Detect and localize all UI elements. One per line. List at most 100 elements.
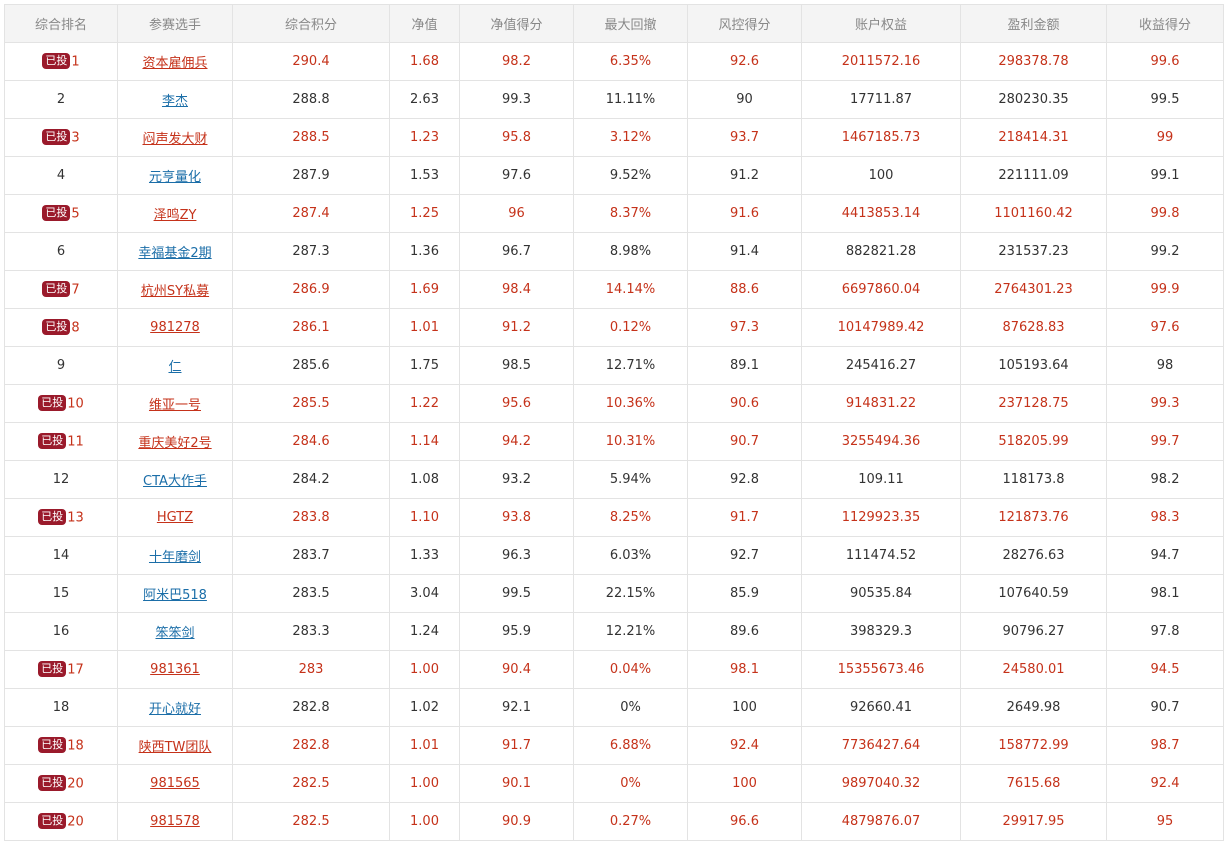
player-link[interactable]: 笨笨剑 — [155, 626, 195, 641]
header-max-drawdown[interactable]: 最大回撤 — [573, 4, 688, 43]
cell-return-score: 99.2 — [1106, 232, 1224, 271]
cell-rank: 已投 7 — [4, 270, 118, 309]
header-rank[interactable]: 综合排名 — [4, 4, 118, 43]
rank-number: 3 — [71, 130, 80, 145]
cell-player: 幸福基金2期 — [117, 232, 233, 271]
header-risk-score[interactable]: 风控得分 — [687, 4, 802, 43]
cell-total-score: 283.8 — [232, 498, 390, 537]
cell-max-drawdown: 14.14% — [573, 270, 688, 309]
cell-return-score: 98.1 — [1106, 574, 1224, 613]
player-link[interactable]: 仁 — [168, 360, 182, 375]
cell-risk-score: 91.4 — [687, 232, 802, 271]
cell-risk-score: 100 — [687, 764, 802, 803]
cell-nav: 1.22 — [389, 384, 460, 423]
player-link[interactable]: 阿米巴518 — [143, 588, 207, 603]
rank-number: 1 — [71, 54, 80, 69]
cell-risk-score: 91.7 — [687, 498, 802, 537]
player-link[interactable]: 重庆美好2号 — [138, 436, 212, 451]
cell-risk-score: 100 — [687, 688, 802, 727]
cell-max-drawdown: 12.71% — [573, 346, 688, 385]
invested-badge: 已投 — [42, 204, 71, 221]
player-link[interactable]: 泽鸣ZY — [153, 208, 197, 223]
header-nav[interactable]: 净值 — [389, 4, 460, 43]
cell-risk-score: 90.6 — [687, 384, 802, 423]
header-total-score[interactable]: 综合积分 — [232, 4, 390, 43]
cell-return-score: 99 — [1106, 118, 1224, 157]
rank-number: 20 — [67, 776, 84, 791]
cell-profit: 280230.35 — [960, 80, 1107, 119]
player-link[interactable]: 陕西TW团队 — [138, 740, 212, 755]
player-link[interactable]: 闷声发大财 — [142, 132, 208, 147]
rank-number: 17 — [67, 662, 84, 677]
cell-rank: 15 — [4, 574, 118, 613]
cell-total-score: 290.4 — [232, 42, 390, 81]
cell-return-score: 99.3 — [1106, 384, 1224, 423]
cell-nav-score: 93.8 — [459, 498, 574, 537]
cell-total-score: 283.5 — [232, 574, 390, 613]
rank-number: 20 — [67, 814, 84, 829]
cell-max-drawdown: 8.98% — [573, 232, 688, 271]
cell-profit: 118173.8 — [960, 460, 1107, 499]
cell-nav: 1.00 — [389, 802, 460, 841]
player-link[interactable]: 981361 — [150, 662, 200, 677]
cell-total-score: 285.6 — [232, 346, 390, 385]
header-profit[interactable]: 盈利金额 — [960, 4, 1107, 43]
rank-number: 12 — [52, 472, 70, 487]
player-link[interactable]: 幸福基金2期 — [138, 246, 212, 261]
cell-nav: 1.10 — [389, 498, 460, 537]
player-link[interactable]: CTA大作手 — [143, 474, 207, 489]
table-row: 16 笨笨剑 283.3 1.24 95.9 12.21% 89.6 398329.3 9079… — [4, 612, 1224, 651]
cell-equity: 914831.22 — [801, 384, 961, 423]
cell-max-drawdown: 0.12% — [573, 308, 688, 347]
cell-rank: 6 — [4, 232, 118, 271]
cell-rank: 已投 17 — [4, 650, 118, 689]
cell-risk-score: 97.3 — [687, 308, 802, 347]
cell-player: 杭州SY私募 — [117, 270, 233, 309]
cell-max-drawdown: 5.94% — [573, 460, 688, 499]
cell-risk-score: 92.8 — [687, 460, 802, 499]
cell-equity: 10147989.42 — [801, 308, 961, 347]
cell-return-score: 99.1 — [1106, 156, 1224, 195]
cell-risk-score: 89.6 — [687, 612, 802, 651]
invested-badge: 已投 — [38, 812, 67, 829]
table-row: 已投 18 陕西TW团队 282.8 1.01 91.7 6.88% 92.4 7736427.… — [4, 726, 1224, 765]
cell-profit: 87628.83 — [960, 308, 1107, 347]
header-return-score[interactable]: 收益得分 — [1106, 4, 1224, 43]
cell-nav-score: 90.1 — [459, 764, 574, 803]
player-link[interactable]: 杭州SY私募 — [140, 284, 210, 299]
cell-equity: 6697860.04 — [801, 270, 961, 309]
rank-number: 14 — [52, 548, 70, 563]
player-link[interactable]: 元亨量化 — [148, 170, 201, 185]
cell-max-drawdown: 22.15% — [573, 574, 688, 613]
player-link[interactable]: 维亚一号 — [148, 398, 201, 413]
cell-nav: 1.36 — [389, 232, 460, 271]
cell-profit: 105193.64 — [960, 346, 1107, 385]
cell-nav: 1.23 — [389, 118, 460, 157]
cell-rank: 9 — [4, 346, 118, 385]
table-row: 18 开心就好 282.8 1.02 92.1 0% 100 92660.41 2649.98 9… — [4, 688, 1224, 727]
player-link[interactable]: HGTZ — [156, 510, 194, 525]
cell-return-score: 90.7 — [1106, 688, 1224, 727]
invested-badge: 已投 — [38, 508, 67, 525]
player-link[interactable]: 资本雇佣兵 — [142, 56, 208, 71]
table-row: 已投 3 闷声发大财 288.5 1.23 95.8 3.12% 93.7 1467185.73… — [4, 118, 1224, 157]
player-link[interactable]: 李杰 — [161, 94, 188, 109]
table-row: 14 十年磨剑 283.7 1.33 96.3 6.03% 92.7 111474.52 282… — [4, 536, 1224, 575]
ranking-table: 综合排名 参赛选手 综合积分 净值 净值得分 最大回撤 风控得分 账户权益 盈利… — [4, 4, 1224, 841]
header-nav-score[interactable]: 净值得分 — [459, 4, 574, 43]
cell-player: 泽鸣ZY — [117, 194, 233, 233]
table-row: 已投 5 泽鸣ZY 287.4 1.25 96 8.37% 91.6 4413853.14 110… — [4, 194, 1224, 233]
player-link[interactable]: 十年磨剑 — [148, 550, 201, 565]
cell-player: 笨笨剑 — [117, 612, 233, 651]
player-link[interactable]: 开心就好 — [148, 702, 201, 717]
player-link[interactable]: 981278 — [150, 320, 200, 335]
cell-max-drawdown: 9.52% — [573, 156, 688, 195]
cell-total-score: 288.5 — [232, 118, 390, 157]
invested-badge: 已投 — [38, 394, 67, 411]
header-player[interactable]: 参赛选手 — [117, 4, 233, 43]
cell-nav-score: 98.2 — [459, 42, 574, 81]
player-link[interactable]: 981578 — [150, 814, 200, 829]
header-equity[interactable]: 账户权益 — [801, 4, 961, 43]
player-link[interactable]: 981565 — [150, 776, 200, 791]
cell-equity: 2011572.16 — [801, 42, 961, 81]
